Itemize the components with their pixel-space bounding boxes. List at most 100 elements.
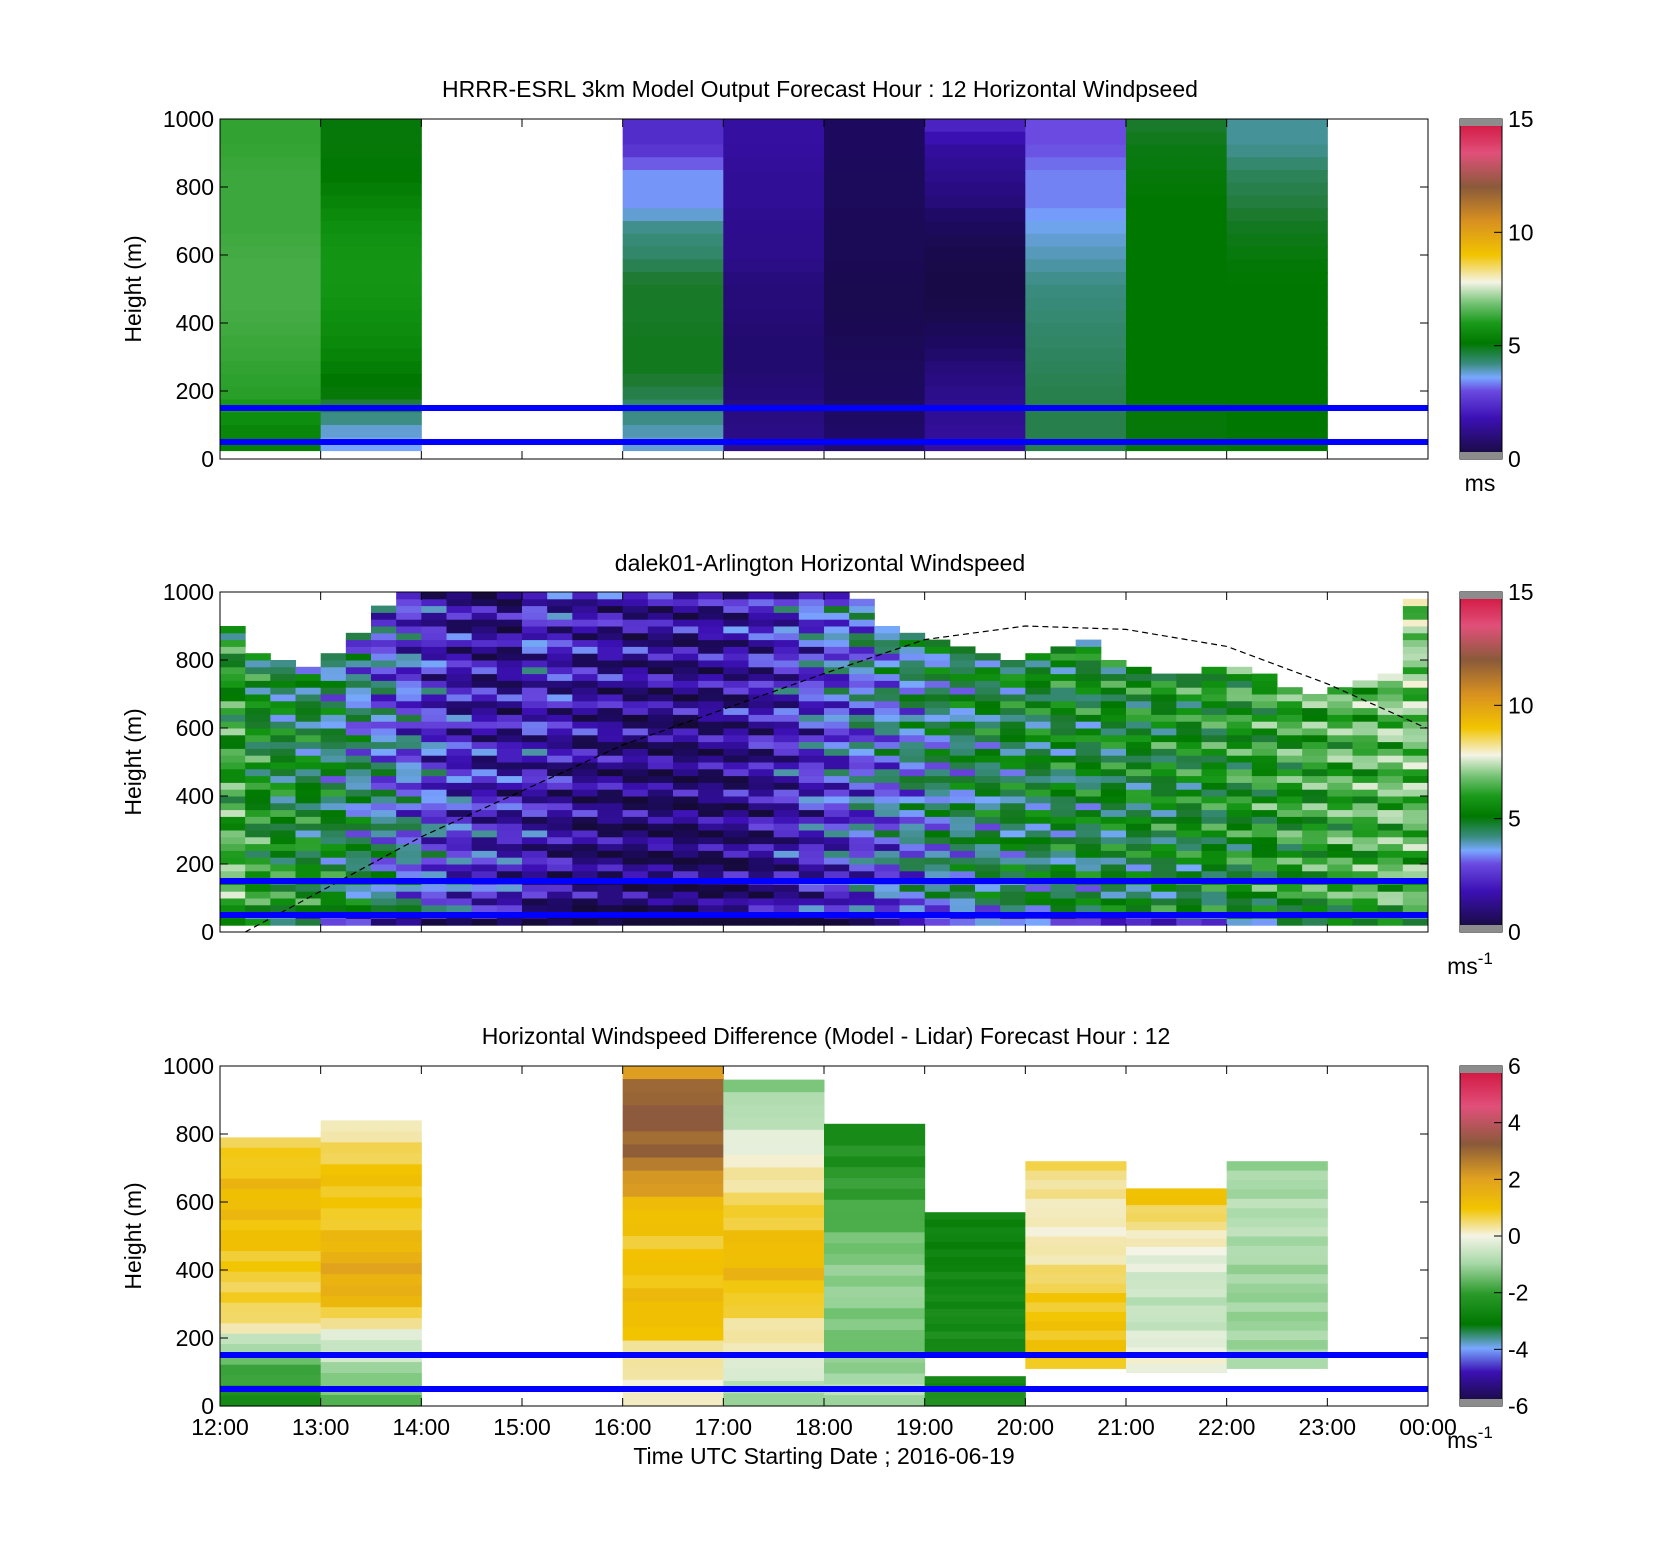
- heatmap-cell: [1075, 830, 1102, 838]
- heatmap-cell: [849, 680, 875, 688]
- heatmap-cell: [748, 626, 775, 634]
- heatmap-cell: [622, 796, 649, 804]
- heatmap-cell: [1277, 891, 1303, 899]
- heatmap-cell: [824, 802, 850, 811]
- x-tick-label: 14:00: [393, 1414, 451, 1440]
- heatmap-cell: [421, 632, 447, 641]
- heatmap-cell: [975, 673, 1001, 681]
- heatmap-cell: [1126, 796, 1152, 804]
- colorbar-tick-label: 10: [1508, 692, 1534, 718]
- heatmap-cell: [824, 1373, 926, 1385]
- heatmap-cell: [1100, 823, 1127, 831]
- panel-lidar-dashed-curve: [244, 625, 1427, 933]
- heatmap-cell: [547, 619, 573, 627]
- heatmap-cell: [899, 904, 926, 913]
- heatmap-cell: [924, 700, 951, 709]
- heatmap-cell: [798, 687, 825, 695]
- heatmap-cell: [320, 836, 347, 845]
- heatmap-cell: [698, 870, 724, 879]
- heatmap-cell: [975, 762, 1001, 770]
- heatmap-cell: [471, 734, 498, 743]
- heatmap-cell: [824, 809, 850, 817]
- heatmap-cell: [471, 816, 498, 824]
- heatmap-cell: [673, 707, 699, 715]
- heatmap-cell: [824, 1167, 926, 1179]
- heatmap-cell: [723, 850, 749, 858]
- heatmap-cell: [446, 789, 473, 797]
- heatmap-cell: [471, 728, 498, 736]
- heatmap-cell: [899, 857, 926, 865]
- heatmap-cell: [824, 1297, 926, 1309]
- heatmap-cell: [345, 721, 372, 729]
- heatmap-cell: [1251, 741, 1278, 749]
- heatmap-cell: [1025, 721, 1051, 729]
- heatmap-cell: [1025, 310, 1127, 324]
- heatmap-cell: [849, 755, 875, 763]
- heatmap-cell: [924, 1309, 1026, 1318]
- heatmap-cell: [673, 864, 699, 872]
- heatmap-cell: [1025, 425, 1127, 439]
- colorbar-under-cap: [1460, 452, 1502, 459]
- heatmap-cell: [1126, 728, 1152, 736]
- heatmap-cell: [220, 221, 322, 235]
- heatmap-cell: [1151, 734, 1177, 743]
- heatmap-cell: [1050, 796, 1077, 804]
- heatmap-cell: [849, 734, 875, 743]
- heatmap-cell: [773, 626, 800, 634]
- heatmap-cell: [371, 646, 397, 654]
- heatmap-cell: [1126, 1213, 1228, 1223]
- heatmap-cell: [1251, 830, 1278, 838]
- heatmap-cell: [522, 870, 548, 879]
- heatmap-cell: [471, 612, 498, 620]
- heatmap-cell: [647, 755, 674, 763]
- heatmap-cell: [748, 836, 775, 845]
- heatmap-cell: [924, 1279, 1026, 1288]
- heatmap-cell: [320, 680, 347, 688]
- heatmap-cell: [874, 721, 900, 729]
- heatmap-cell: [220, 626, 246, 634]
- heatmap-cell: [371, 653, 397, 661]
- heatmap-cell: [874, 850, 900, 858]
- heatmap-cell: [849, 789, 875, 797]
- heatmap-cell: [798, 891, 825, 899]
- heatmap-cell: [320, 734, 347, 743]
- heatmap-cell: [1025, 802, 1051, 811]
- heatmap-cell: [295, 714, 322, 722]
- heatmap-cell: [421, 816, 447, 824]
- heatmap-cell: [270, 864, 296, 872]
- heatmap-cell: [1126, 830, 1152, 838]
- heatmap-cell: [723, 904, 749, 913]
- heatmap-cell: [295, 734, 322, 743]
- heatmap-cell: [1100, 891, 1127, 899]
- heatmap-cell: [1277, 918, 1303, 926]
- heatmap-cell: [1000, 850, 1026, 858]
- heatmap-cell: [824, 1243, 926, 1255]
- heatmap-cell: [673, 918, 699, 926]
- heatmap-cell: [522, 687, 548, 695]
- heatmap-cell: [1126, 1263, 1228, 1273]
- heatmap-cell: [496, 660, 523, 668]
- heatmap-cell: [421, 612, 447, 620]
- heatmap-cell: [975, 850, 1001, 858]
- heatmap-cell: [798, 734, 825, 743]
- heatmap-cell: [1327, 884, 1353, 892]
- heatmap-cell: [824, 246, 926, 260]
- heatmap-cell: [1025, 707, 1051, 715]
- heatmap-cell: [471, 598, 498, 607]
- heatmap-cell: [1126, 673, 1152, 681]
- heatmap-cell: [975, 700, 1001, 709]
- heatmap-cell: [1226, 195, 1328, 209]
- heatmap-cell: [471, 605, 498, 613]
- y-tick-label: 1000: [163, 106, 214, 132]
- heatmap-cell: [220, 857, 246, 865]
- heatmap-cell: [220, 714, 246, 722]
- heatmap-cell: [748, 598, 775, 607]
- heatmap-cell: [220, 830, 246, 838]
- heatmap-cell: [1327, 728, 1353, 736]
- heatmap-cell: [622, 775, 649, 783]
- heatmap-cell: [496, 734, 523, 743]
- panel-difference-colorbar-unit: ms-1: [1447, 1423, 1493, 1453]
- heatmap-cell: [723, 284, 825, 299]
- heatmap-cell: [673, 762, 699, 770]
- heatmap-cell: [798, 605, 825, 613]
